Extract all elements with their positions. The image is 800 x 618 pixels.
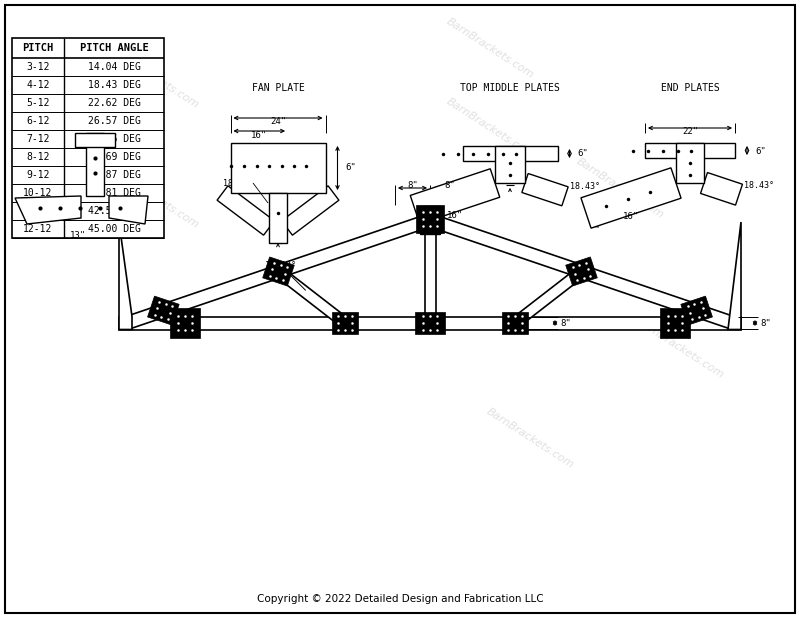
Text: 18.43°: 18.43°: [744, 180, 774, 190]
Polygon shape: [660, 308, 690, 338]
Polygon shape: [269, 193, 287, 243]
Polygon shape: [109, 196, 148, 224]
Text: 6": 6": [755, 146, 766, 156]
Polygon shape: [462, 146, 558, 161]
Polygon shape: [522, 174, 568, 206]
Text: 22": 22": [682, 127, 698, 137]
Text: 5-12: 5-12: [26, 98, 50, 108]
Text: 14.04 DEG: 14.04 DEG: [87, 62, 141, 72]
Text: 8": 8": [560, 318, 570, 328]
Polygon shape: [15, 196, 81, 224]
Polygon shape: [681, 296, 713, 325]
Polygon shape: [645, 143, 735, 158]
Polygon shape: [86, 133, 104, 196]
Text: 39.81 DEG: 39.81 DEG: [87, 188, 141, 198]
Polygon shape: [676, 143, 704, 183]
Polygon shape: [230, 143, 326, 193]
Polygon shape: [332, 312, 358, 334]
Text: 24": 24": [270, 117, 286, 127]
Text: 30.26 DEG: 30.26 DEG: [87, 134, 141, 144]
Polygon shape: [425, 220, 435, 329]
Text: 22.62 DEG: 22.62 DEG: [87, 98, 141, 108]
Text: 6": 6": [578, 150, 588, 158]
Text: BarnBrackets.com: BarnBrackets.com: [445, 96, 535, 160]
Text: 8": 8": [407, 180, 418, 190]
Text: BarnBrackets.com: BarnBrackets.com: [110, 166, 201, 230]
Text: 18.43°: 18.43°: [265, 261, 306, 290]
Polygon shape: [416, 205, 444, 233]
Text: 33.69 DEG: 33.69 DEG: [87, 152, 141, 162]
Polygon shape: [495, 146, 525, 183]
Text: 4-12: 4-12: [26, 80, 50, 90]
Polygon shape: [581, 168, 681, 228]
Text: 16": 16": [623, 213, 639, 221]
Text: FAN PLATE: FAN PLATE: [251, 83, 305, 93]
Polygon shape: [119, 222, 132, 329]
Text: 9-12: 9-12: [26, 170, 50, 180]
Polygon shape: [75, 133, 115, 147]
Polygon shape: [217, 186, 274, 235]
Text: BarnBrackets.com: BarnBrackets.com: [574, 156, 666, 220]
Text: 8": 8": [760, 318, 770, 328]
Text: BarnBrackets.com: BarnBrackets.com: [485, 406, 575, 470]
Polygon shape: [512, 267, 585, 328]
Polygon shape: [420, 206, 440, 234]
Text: TOP PLATE: TOP PLATE: [69, 83, 122, 93]
Polygon shape: [147, 296, 179, 325]
Polygon shape: [728, 222, 741, 329]
Polygon shape: [410, 169, 500, 224]
Text: Copyright © 2022 Detailed Design and Fabrication LLC: Copyright © 2022 Detailed Design and Fab…: [257, 594, 543, 604]
Text: PITCH: PITCH: [22, 43, 54, 53]
Polygon shape: [262, 257, 294, 286]
Text: 42.51 DEG: 42.51 DEG: [87, 206, 141, 216]
Text: BarnBrackets.com: BarnBrackets.com: [634, 316, 726, 380]
Text: 12-12: 12-12: [23, 224, 53, 234]
Polygon shape: [119, 316, 741, 329]
Text: 26.57 DEG: 26.57 DEG: [87, 116, 141, 126]
Polygon shape: [170, 308, 200, 338]
Text: BarnBrackets.com: BarnBrackets.com: [445, 16, 535, 80]
Polygon shape: [502, 312, 528, 334]
Polygon shape: [125, 214, 432, 329]
Polygon shape: [415, 312, 445, 334]
Text: 13": 13": [70, 231, 86, 240]
Text: 8": 8": [445, 180, 455, 190]
Text: 6-12: 6-12: [26, 116, 50, 126]
Text: 36.87 DEG: 36.87 DEG: [87, 170, 141, 180]
Text: 3-12: 3-12: [26, 62, 50, 72]
Text: 18.43°: 18.43°: [570, 182, 600, 192]
Text: TOP MIDDLE PLATES: TOP MIDDLE PLATES: [460, 83, 560, 93]
Text: 16": 16": [447, 211, 463, 220]
Polygon shape: [282, 186, 339, 235]
Polygon shape: [275, 267, 348, 328]
Text: 8-12: 8-12: [26, 152, 50, 162]
Text: 18.43°: 18.43°: [223, 179, 253, 187]
Text: END PLATES: END PLATES: [661, 83, 719, 93]
Text: 16": 16": [251, 130, 267, 140]
Text: 6": 6": [346, 164, 356, 172]
Polygon shape: [428, 214, 735, 329]
Text: 11-12: 11-12: [23, 206, 53, 216]
Text: 6": 6": [90, 106, 100, 115]
Polygon shape: [12, 38, 164, 238]
Text: 18.43 DEG: 18.43 DEG: [87, 80, 141, 90]
Text: 10-12: 10-12: [23, 188, 53, 198]
Text: 45.00 DEG: 45.00 DEG: [87, 224, 141, 234]
Polygon shape: [701, 172, 742, 205]
Polygon shape: [566, 257, 598, 286]
Text: 7-12: 7-12: [26, 134, 50, 144]
Text: BarnBrackets.com: BarnBrackets.com: [110, 46, 201, 110]
Text: PITCH ANGLE: PITCH ANGLE: [80, 43, 148, 53]
